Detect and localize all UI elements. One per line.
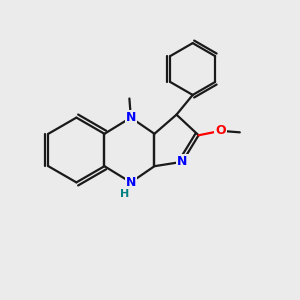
Text: N: N xyxy=(126,176,136,189)
Text: N: N xyxy=(126,111,136,124)
Text: H: H xyxy=(120,189,129,199)
Text: N: N xyxy=(177,155,188,168)
Text: O: O xyxy=(215,124,226,137)
